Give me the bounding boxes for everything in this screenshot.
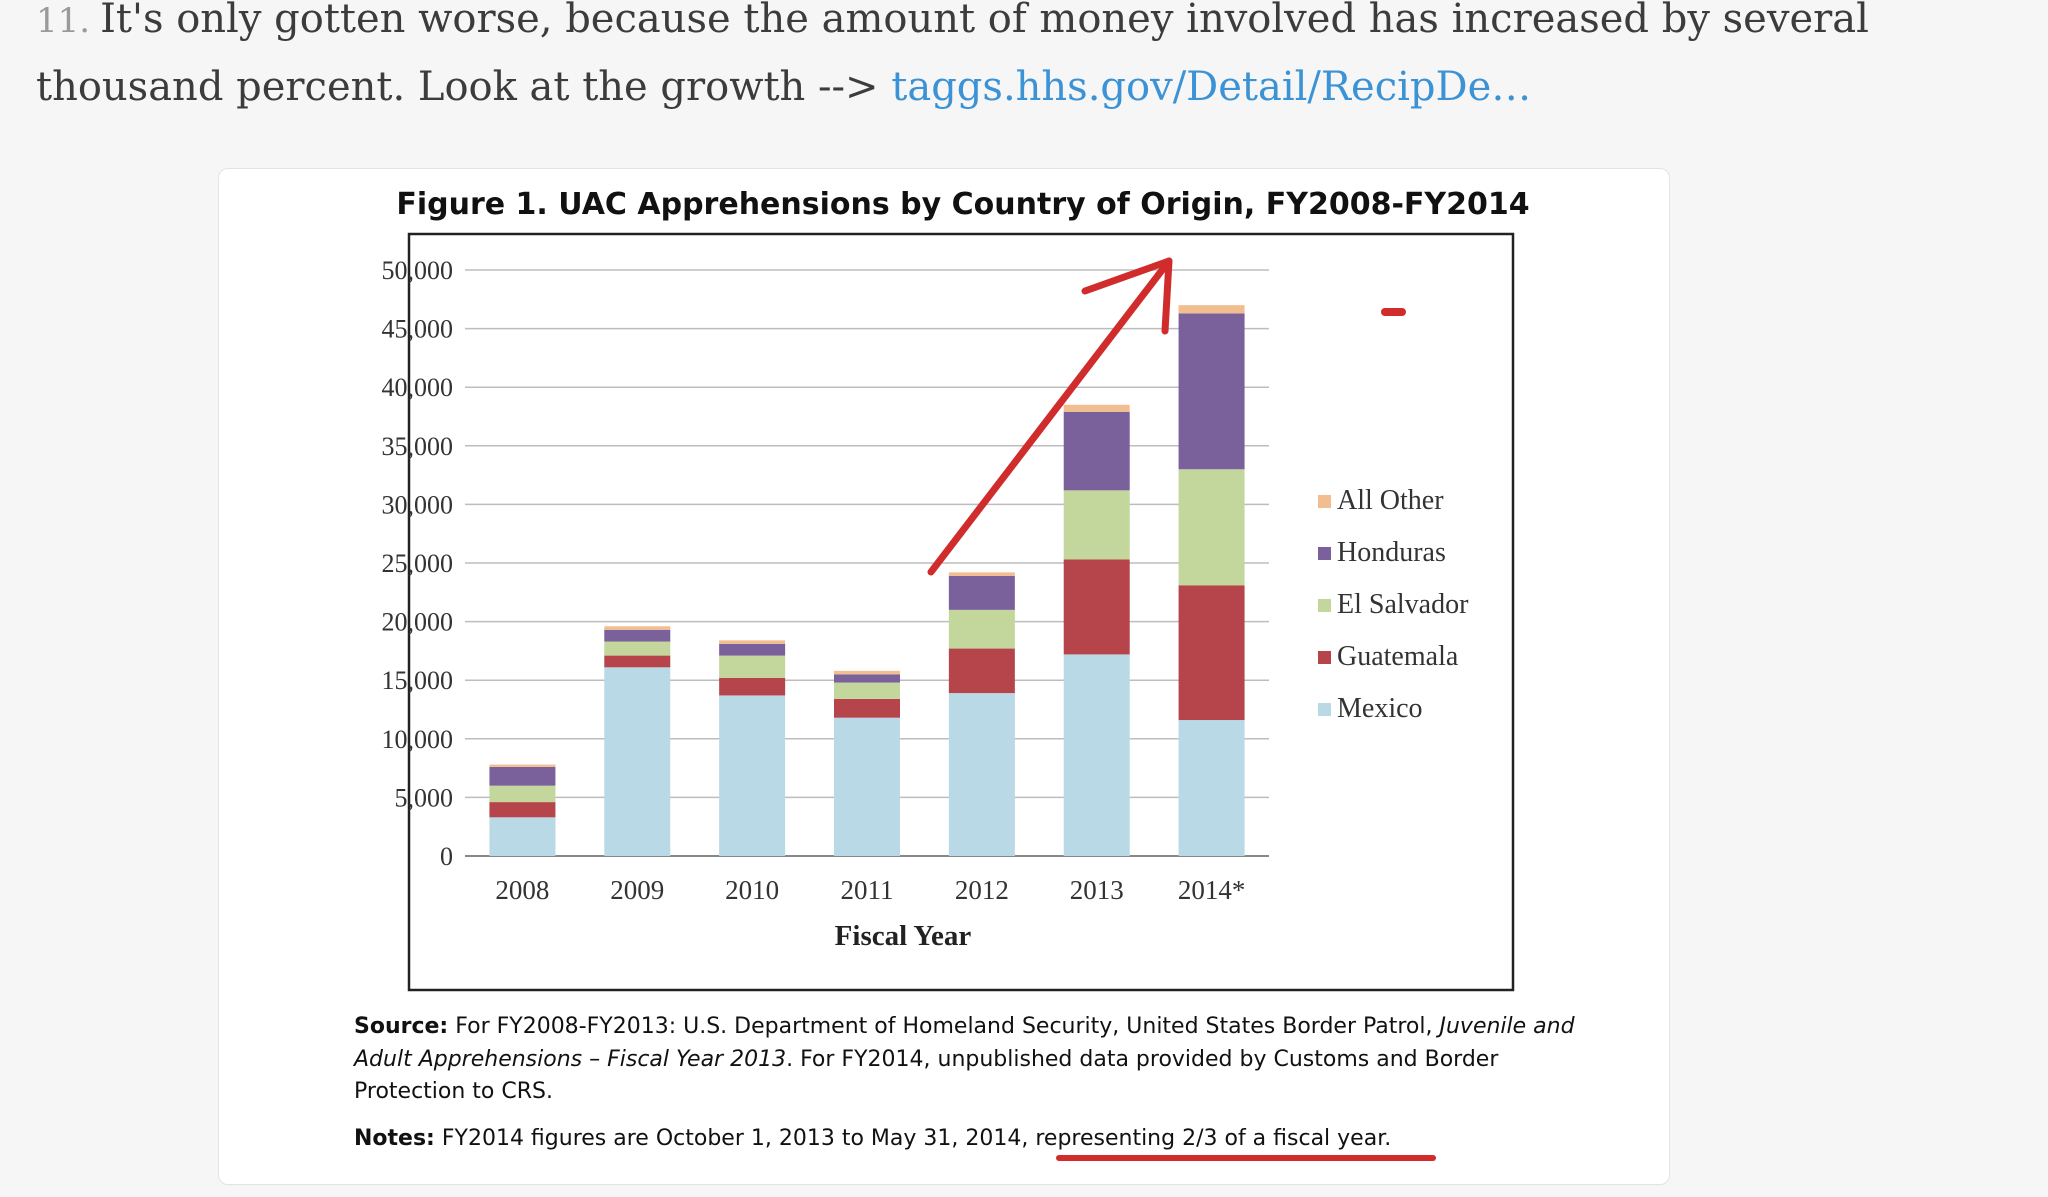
bar-segment xyxy=(604,626,671,630)
legend-label: Honduras xyxy=(1337,537,1446,568)
chart-title: Figure 1. UAC Apprehensions by Country o… xyxy=(396,187,1529,222)
bar-segment xyxy=(834,717,900,856)
growth-arrow xyxy=(927,257,1173,576)
bar-segment xyxy=(719,677,786,696)
chart-figure: Figure 1. UAC Apprehensions by Country o… xyxy=(352,187,1576,1161)
x-tick-label: 2010 xyxy=(725,875,779,905)
bar-segment xyxy=(489,785,556,803)
x-tick-label: 2009 xyxy=(610,875,664,905)
bar-segment xyxy=(604,667,671,856)
bar-segment xyxy=(834,670,900,675)
tweet-text: 11. It's only gotten worse, because the a… xyxy=(36,0,1936,120)
x-tick-label: 2013 xyxy=(1070,875,1124,905)
x-tick-label: 2014* xyxy=(1178,875,1246,905)
y-tick-label: 35,000 xyxy=(382,432,454,461)
source-line-3: Protection to CRS. xyxy=(354,1079,553,1104)
bar-segment xyxy=(1178,585,1245,721)
growth-arrow-head xyxy=(1081,257,1173,335)
notes-line: Notes: FY2014 figures are October 1, 201… xyxy=(354,1126,1391,1151)
bar-segment xyxy=(1063,490,1130,560)
legend-swatch xyxy=(1318,651,1331,664)
legend-swatch xyxy=(1318,495,1331,508)
bar-segment xyxy=(489,802,556,818)
bar-segment xyxy=(948,693,1015,856)
bar-segment xyxy=(1178,305,1245,314)
bar-segment xyxy=(1063,404,1130,412)
image-card[interactable]: Figure 1. UAC Apprehensions by Country o… xyxy=(218,168,1670,1185)
x-tick-label: 2008 xyxy=(495,875,549,905)
y-tick-labels: 0 5,000 10,000 15,000 20,000 25,000 30,000 35,0… xyxy=(382,256,454,871)
bar-segment xyxy=(948,575,1015,610)
bar-segment xyxy=(489,817,556,856)
y-tick-label: 15,000 xyxy=(382,666,454,695)
legend-swatch xyxy=(1318,599,1331,612)
bar-segment xyxy=(719,640,786,644)
bar-segment xyxy=(719,695,786,856)
y-tick-label: 30,000 xyxy=(382,490,454,519)
x-tick-label: 2012 xyxy=(955,875,1009,905)
bar-segment xyxy=(834,698,900,718)
bars xyxy=(489,305,1245,856)
x-tick-labels: 2008 2009 2010 2011 2012 2013 2014* xyxy=(495,875,1245,905)
bar-segment xyxy=(719,655,786,678)
y-tick-label: 5,000 xyxy=(395,783,454,812)
x-axis-label: Fiscal Year xyxy=(835,920,972,952)
bar-segment xyxy=(604,641,671,656)
bar-segment xyxy=(489,764,556,767)
bar-segment xyxy=(834,682,900,699)
bar-segment xyxy=(489,766,556,786)
x-tick-label: 2011 xyxy=(841,875,894,905)
legend-label: Mexico xyxy=(1337,693,1423,724)
y-tick-label: 45,000 xyxy=(382,315,454,344)
tweet-number: 11. xyxy=(36,1,91,41)
legend: All Other Honduras El Salvador Guatemala Mex… xyxy=(1318,485,1469,724)
bar-segment xyxy=(948,609,1015,649)
tweet-body: It's only gotten worse, because the amou… xyxy=(36,0,1869,110)
legend-label: El Salvador xyxy=(1337,589,1469,620)
legend-swatch xyxy=(1318,547,1331,560)
bar-segment xyxy=(948,572,1015,576)
legend-label: Guatemala xyxy=(1337,641,1459,672)
bar-segment xyxy=(1063,654,1130,856)
legend-label: All Other xyxy=(1337,485,1444,516)
bar-segment xyxy=(1178,313,1245,470)
bar-segment xyxy=(604,655,671,668)
y-tick-label: 40,000 xyxy=(382,373,454,402)
bar-segment xyxy=(719,643,786,656)
source-line-1: Source: For FY2008-FY2013: U.S. Departme… xyxy=(354,1014,1576,1039)
tweet-link[interactable]: taggs.hhs.gov/Detail/RecipDe… xyxy=(891,64,1532,110)
legend-swatch xyxy=(1318,703,1331,716)
bar-segment xyxy=(948,648,1015,694)
source-line-2: Adult Apprehensions – Fiscal Year 2013. … xyxy=(352,1047,1499,1072)
bar-segment xyxy=(1063,559,1130,655)
bar-segment xyxy=(1178,469,1245,586)
y-tick-label: 20,000 xyxy=(382,608,454,637)
bar-segment xyxy=(1178,720,1245,856)
bar-segment xyxy=(1063,411,1130,491)
bar-segment xyxy=(834,674,900,683)
y-tick-label: 0 xyxy=(440,842,453,871)
y-tick-label: 25,000 xyxy=(382,549,454,578)
bar-segment xyxy=(604,629,671,642)
annotations xyxy=(927,257,1436,1161)
y-tick-label: 50,000 xyxy=(382,256,454,285)
y-tick-label: 10,000 xyxy=(382,725,454,754)
